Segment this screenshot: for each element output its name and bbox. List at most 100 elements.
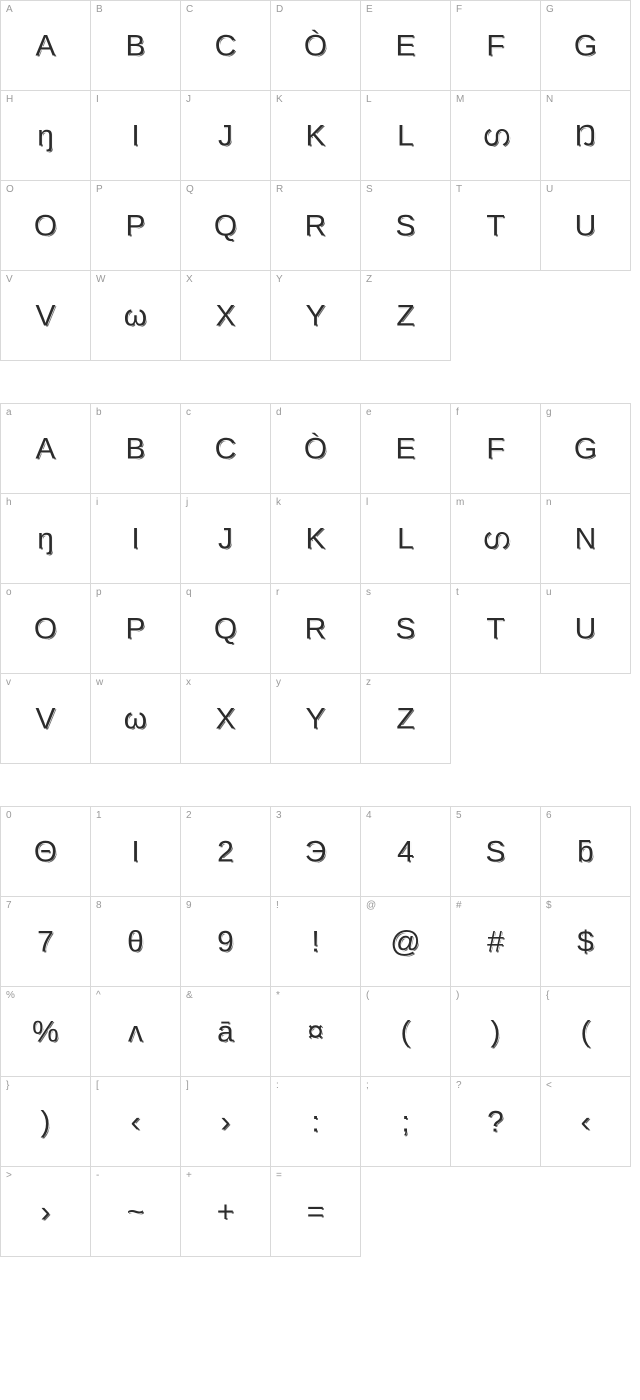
glyph-cell: 5S <box>450 806 541 897</box>
key-label: X <box>186 274 193 285</box>
key-label: Z <box>366 274 372 285</box>
section-lowercase: aAbBcCdÒeEfFgGhŋiIjJkKlLmഗnNoOpPqQrRsStT… <box>0 403 640 764</box>
glyph-row: hŋiIjJkKlLmഗnN <box>0 494 640 584</box>
glyph: ) <box>41 1105 51 1139</box>
glyph-row: AABBCCDÒEEFFGG <box>0 0 640 91</box>
glyph: ‹ <box>581 1105 591 1139</box>
key-label: A <box>6 4 13 15</box>
key-label: j <box>186 497 188 508</box>
glyph-cell: yY <box>270 673 361 764</box>
key-label: 6 <box>546 810 552 821</box>
key-label: t <box>456 587 459 598</box>
glyph-cell: OO <box>0 180 91 271</box>
glyph: Q <box>214 612 237 646</box>
glyph-cell: ]› <box>180 1076 271 1167</box>
glyph-cell: aA <box>0 403 91 494</box>
key-label: u <box>546 587 552 598</box>
glyph: L <box>397 119 414 153</box>
glyph: @ <box>390 925 420 959</box>
key-label: > <box>6 1170 12 1181</box>
glyph: T <box>486 612 504 646</box>
glyph-cell: kK <box>270 493 361 584</box>
glyph: › <box>41 1195 51 1229</box>
glyph: L <box>397 522 414 556</box>
key-label: ? <box>456 1080 462 1091</box>
glyph: ! <box>311 925 319 959</box>
key-label: k <box>276 497 281 508</box>
glyph-cell: eE <box>360 403 451 494</box>
key-label: a <box>6 407 12 418</box>
glyph: ~ <box>127 1195 145 1229</box>
glyph: S <box>485 835 505 869</box>
glyph-cell: II <box>90 90 181 181</box>
glyph-row: >›-~++== <box>0 1167 640 1257</box>
glyph-cell: RR <box>270 180 361 271</box>
glyph-cell: BB <box>90 0 181 91</box>
key-label: c <box>186 407 191 418</box>
key-label: Q <box>186 184 194 195</box>
key-label: 7 <box>6 900 12 911</box>
glyph: ω <box>124 299 147 333</box>
key-label: ; <box>366 1080 369 1091</box>
key-label: b <box>96 407 102 418</box>
glyph-row: OOPPQQRRSSTTUU <box>0 181 640 271</box>
glyph: J <box>218 119 233 153</box>
glyph: A <box>35 29 55 63</box>
glyph: Z <box>396 299 414 333</box>
key-label: E <box>366 4 373 15</box>
key-label: Y <box>276 274 283 285</box>
glyph-cell: == <box>270 1166 361 1257</box>
glyph: S <box>395 612 415 646</box>
glyph: ƃ <box>577 835 594 869</box>
glyph-row: 778θ99!!@@##$$ <box>0 897 640 987</box>
glyph-cell: vV <box>0 673 91 764</box>
glyph: U <box>575 209 597 243</box>
character-map: AABBCCDÒEEFFGGHŋIIJJKKLLMഗNŊOOPPQQRRSSTT… <box>0 0 640 1257</box>
glyph: 9 <box>217 925 234 959</box>
key-label: 0 <box>6 810 12 821</box>
glyph: ഗ <box>482 522 509 556</box>
key-label: W <box>96 274 105 285</box>
glyph: › <box>221 1105 231 1139</box>
glyph: Ŋ <box>575 119 597 153</box>
glyph-cell: ++ <box>180 1166 271 1257</box>
glyph-cell: (( <box>360 986 451 1077</box>
glyph-cell: ?? <box>450 1076 541 1167</box>
glyph: J <box>218 522 233 556</box>
section-symbols: 0Θ1I223Э445S6ƃ778θ99!!@@##$$%%^ʌ&ā*¤(())… <box>0 806 640 1257</box>
glyph: A <box>35 432 55 466</box>
glyph: I <box>131 522 139 556</box>
glyph: θ <box>127 925 144 959</box>
glyph-cell: Hŋ <box>0 90 91 181</box>
glyph-cell: EE <box>360 0 451 91</box>
glyph-cell: fF <box>450 403 541 494</box>
glyph: ( <box>581 1015 591 1049</box>
glyph: G <box>574 29 597 63</box>
key-label: o <box>6 587 12 598</box>
glyph-cell: {( <box>540 986 631 1077</box>
glyph: V <box>35 702 55 736</box>
key-label: l <box>366 497 368 508</box>
key-label: x <box>186 677 191 688</box>
key-label: R <box>276 184 283 195</box>
glyph: F <box>486 29 504 63</box>
glyph-cell: DÒ <box>270 0 361 91</box>
key-label: U <box>546 184 553 195</box>
key-label: I <box>96 94 99 105</box>
key-label: 5 <box>456 810 462 821</box>
glyph: P <box>125 209 145 243</box>
glyph-cell: xX <box>180 673 271 764</box>
glyph: ? <box>487 1105 504 1139</box>
glyph-cell: ;; <box>360 1076 451 1167</box>
key-label: L <box>366 94 372 105</box>
glyph-cell: LL <box>360 90 451 181</box>
glyph: C <box>215 432 237 466</box>
glyph: ; <box>401 1105 409 1139</box>
glyph: Θ <box>34 835 57 869</box>
glyph-cell: 1I <box>90 806 181 897</box>
key-label: # <box>456 900 462 911</box>
key-label: 2 <box>186 810 192 821</box>
glyph-cell: JJ <box>180 90 271 181</box>
glyph: + <box>217 1195 235 1229</box>
key-label: + <box>186 1170 192 1181</box>
